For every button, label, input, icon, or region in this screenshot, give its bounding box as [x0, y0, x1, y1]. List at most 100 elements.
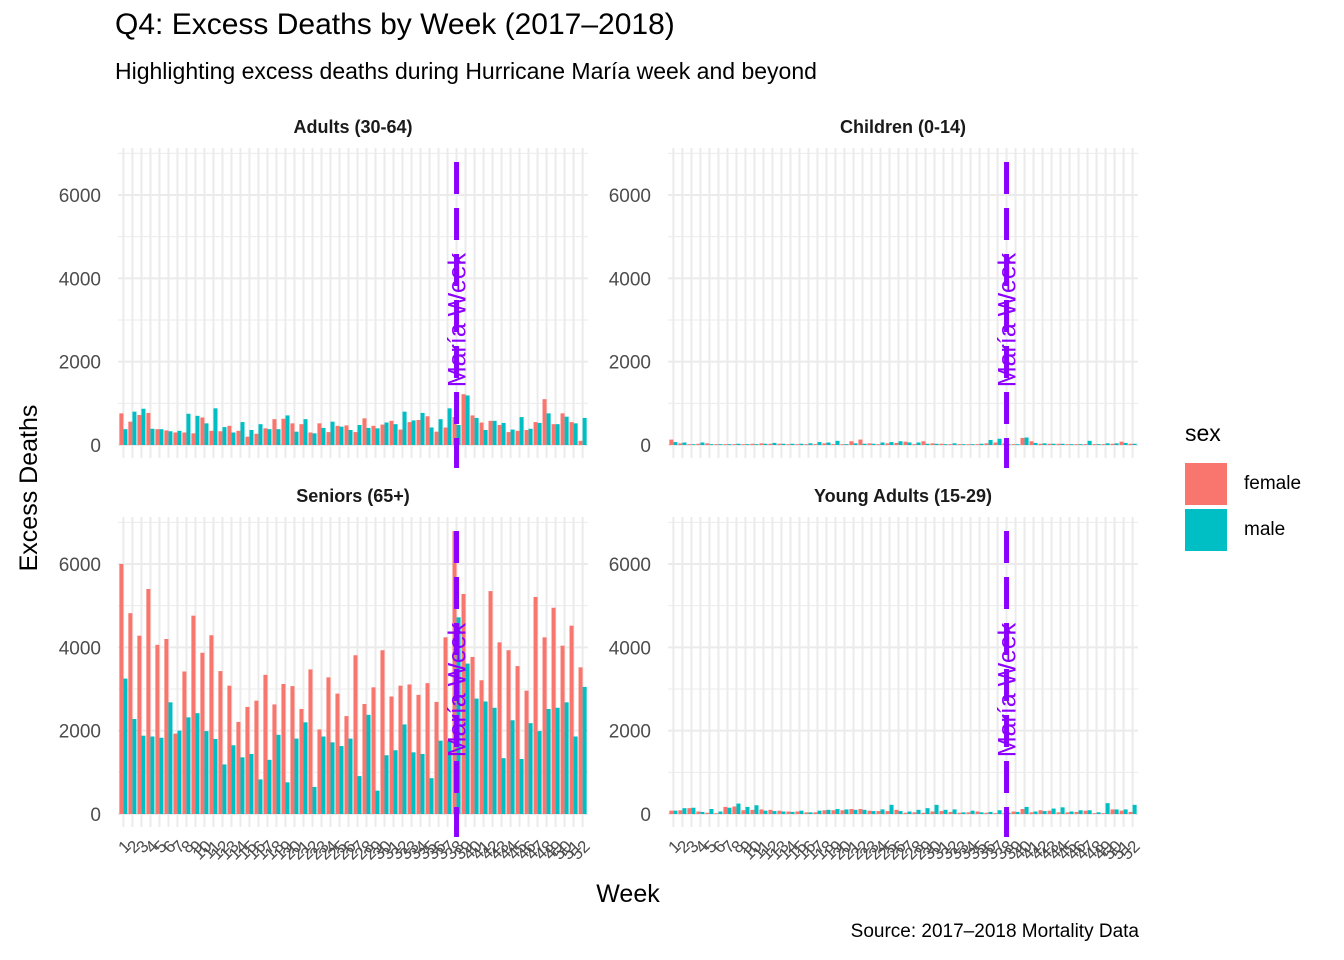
bar-female	[389, 420, 394, 445]
bar-male	[141, 408, 146, 445]
y-tick-label: 4000	[59, 269, 101, 290]
bar-female	[696, 443, 701, 445]
bar-female	[263, 428, 268, 445]
legend-key-female	[1185, 463, 1227, 505]
bar-male	[249, 754, 254, 814]
bar-male	[366, 427, 371, 445]
bar-female	[723, 806, 728, 814]
bar-male	[393, 750, 398, 814]
bar-female	[542, 399, 547, 445]
bar-male	[537, 731, 542, 814]
bar-male	[294, 738, 299, 814]
bar-male	[546, 413, 551, 445]
bar-female	[777, 810, 782, 814]
bar-female	[741, 444, 746, 445]
bar-female	[326, 677, 331, 814]
bar-female	[497, 642, 502, 814]
bar-male	[997, 810, 1002, 814]
bar-male	[808, 812, 813, 814]
bar-male	[1123, 809, 1128, 814]
bar-female	[569, 422, 574, 445]
bar-male	[555, 424, 560, 445]
bar-female	[1029, 812, 1034, 814]
bar-female	[678, 443, 683, 445]
y-tick-label: 2000	[59, 353, 101, 374]
bar-male	[528, 723, 533, 814]
bar-female	[488, 420, 493, 445]
bar-female	[669, 439, 674, 445]
bar-female	[191, 433, 196, 445]
bar-female	[128, 421, 133, 445]
bar-male	[501, 422, 506, 445]
bar-male	[285, 415, 290, 445]
bar-female	[290, 686, 295, 814]
y-tick-label: 4000	[609, 638, 651, 659]
bar-female	[182, 671, 187, 814]
bar-male	[438, 419, 443, 445]
bar-female	[786, 811, 791, 814]
bar-female	[317, 423, 322, 445]
bar-male	[898, 441, 903, 445]
bar-female	[1056, 443, 1061, 445]
bar-female	[975, 811, 980, 814]
bar-male	[384, 755, 389, 814]
bar-male	[132, 719, 137, 814]
bar-female	[335, 425, 340, 445]
bar-female	[506, 432, 511, 445]
bar-female	[173, 432, 178, 445]
chart-title: Q4: Excess Deaths by Week (2017–2018)	[115, 8, 675, 41]
bar-female	[948, 811, 953, 814]
legend-label-female: female	[1244, 473, 1302, 494]
bar-male	[1087, 810, 1092, 814]
bar-female	[759, 443, 764, 445]
bar-female	[299, 424, 304, 445]
bar-female	[443, 637, 448, 814]
bar-male	[483, 430, 488, 445]
bar-female	[1038, 443, 1043, 445]
bar-female	[227, 425, 232, 445]
bar-female	[578, 440, 583, 445]
bar-female	[867, 810, 872, 814]
bar-male	[682, 808, 687, 814]
bar-female	[894, 442, 899, 445]
bar-female	[723, 444, 728, 445]
bar-male	[916, 809, 921, 814]
bar-female	[993, 442, 998, 445]
bar-male	[465, 395, 470, 445]
bar-male	[1096, 812, 1101, 814]
bar-female	[560, 645, 565, 814]
bar-female	[380, 650, 385, 814]
bar-female	[542, 637, 547, 814]
bar-male	[1015, 811, 1020, 814]
bar-male	[1024, 437, 1029, 445]
bar-female	[398, 429, 403, 445]
bar-female	[750, 443, 755, 445]
bar-female	[687, 444, 692, 445]
bar-male	[961, 812, 966, 814]
bar-male	[204, 731, 209, 814]
bar-female	[831, 810, 836, 814]
bar-male	[718, 444, 723, 445]
bar-female	[263, 674, 268, 814]
bar-male	[348, 738, 353, 814]
bar-female	[876, 811, 881, 814]
bar-male	[510, 720, 515, 814]
bar-male	[276, 429, 281, 445]
bar-male	[1114, 809, 1119, 814]
bar-female	[804, 444, 809, 445]
bar-male	[763, 810, 768, 814]
bar-male	[267, 759, 272, 814]
bar-female	[732, 806, 737, 814]
bar-female	[930, 443, 935, 445]
bar-female	[479, 680, 484, 814]
bar-female	[669, 810, 674, 814]
bar-female	[867, 443, 872, 445]
bar-female	[146, 589, 151, 814]
bar-female	[371, 425, 376, 445]
bar-male	[907, 442, 912, 445]
bar-female	[317, 729, 322, 814]
bar-female	[1020, 809, 1025, 814]
bar-female	[903, 441, 908, 445]
legend-item-male: male	[1185, 507, 1301, 553]
